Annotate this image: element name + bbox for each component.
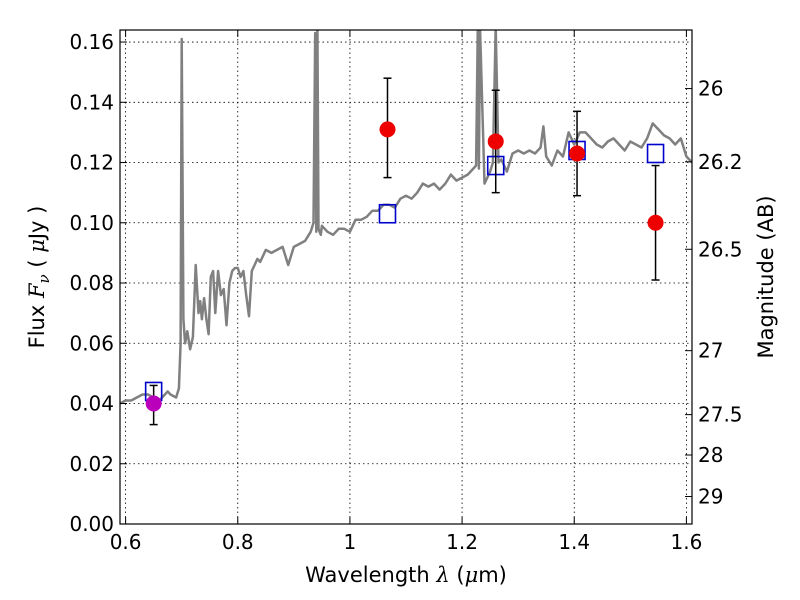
x-tick-label: 1 [344,530,357,554]
data-layer [120,30,692,426]
x-axis-label: Wavelength λ (μm) [305,563,507,587]
y-tick-label: 0.12 [69,151,114,175]
model-square-marker [646,143,665,164]
observed-flux-marker [487,133,504,150]
axis-ticks: 0.6 0.8 1 1.2 1.4 1.6 0.00 0.02 0.04 0.06 0.08 0.10… [69,30,743,554]
y-tick-label: 0.16 [69,30,114,54]
y-tick-label: 0.10 [69,211,114,235]
y-tick-label: 0.06 [69,331,114,355]
y2-tick-label: 26.5 [698,237,743,261]
x-tick-label: 0.6 [110,530,142,554]
y2-tick-label: 29 [698,485,723,509]
observed-flux-marker [647,214,664,231]
y-tick-label: 0.00 [69,512,114,536]
spectrum-line [120,30,692,405]
y-tick-label: 0.04 [69,392,114,416]
y-tick-label: 0.14 [69,90,114,114]
x-tick-label: 1.4 [558,530,590,554]
x-tick-label: 1.6 [670,530,702,554]
y-tick-label: 0.02 [69,452,114,476]
plot-frame [119,29,693,525]
y2-axis-label: Magnitude (AB) [754,195,778,358]
observed-flux-marker [379,121,396,138]
observed-flux-marker [569,145,586,162]
y-tick-label: 0.08 [69,271,114,295]
observed-flux-marker [145,395,162,412]
x-tick-label: 1.2 [446,530,478,554]
model-square-marker [378,203,397,224]
y-axis-label: Flux Fν ( μJy ) [25,206,53,349]
x-tick-label: 0.8 [222,530,254,554]
y2-tick-label: 26.2 [698,150,743,174]
y2-tick-label: 26 [698,77,723,101]
plot-background [120,30,692,524]
y2-tick-label: 27 [698,339,723,363]
y2-tick-label: 27.5 [698,403,743,427]
y2-tick-label: 28 [698,443,723,467]
